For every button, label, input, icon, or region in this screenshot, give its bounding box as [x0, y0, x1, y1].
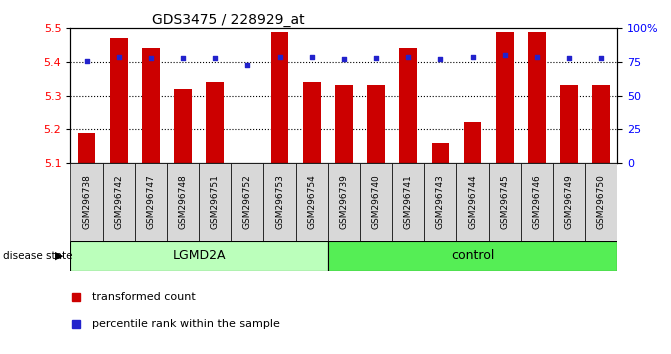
Point	[146, 55, 156, 61]
Text: GSM296754: GSM296754	[307, 175, 316, 229]
Bar	[199, 163, 231, 241]
Text: GSM296738: GSM296738	[82, 174, 91, 229]
Text: control: control	[451, 249, 495, 262]
Text: GSM296748: GSM296748	[178, 175, 188, 229]
Bar	[335, 85, 353, 163]
Bar	[103, 163, 135, 241]
Text: ▶: ▶	[55, 251, 64, 261]
Bar	[560, 85, 578, 163]
Point	[531, 54, 542, 59]
Bar	[528, 32, 546, 163]
Bar	[167, 163, 199, 241]
Bar	[264, 163, 296, 241]
Bar	[585, 163, 617, 241]
Point	[403, 54, 413, 59]
Bar	[78, 132, 95, 163]
Text: GSM296747: GSM296747	[146, 175, 156, 229]
Bar	[174, 89, 192, 163]
Bar	[456, 163, 488, 241]
Point	[210, 55, 221, 61]
Text: GSM296753: GSM296753	[275, 174, 284, 229]
Bar	[360, 163, 392, 241]
Bar	[496, 32, 513, 163]
Text: GSM296749: GSM296749	[564, 175, 574, 229]
Bar	[231, 163, 264, 241]
Bar	[392, 163, 424, 241]
Point	[113, 54, 124, 59]
Point	[564, 55, 574, 61]
Point	[242, 62, 253, 68]
Bar	[431, 143, 450, 163]
Point	[274, 54, 285, 59]
Bar	[328, 241, 617, 271]
Bar	[424, 163, 456, 241]
Text: GSM296744: GSM296744	[468, 175, 477, 229]
Bar	[488, 163, 521, 241]
Bar	[464, 122, 481, 163]
Point	[178, 55, 189, 61]
Bar	[296, 163, 328, 241]
Point	[435, 56, 446, 62]
Bar	[328, 163, 360, 241]
Text: GDS3475 / 228929_at: GDS3475 / 228929_at	[152, 13, 305, 27]
Text: GSM296740: GSM296740	[372, 175, 380, 229]
Bar	[270, 32, 289, 163]
Text: percentile rank within the sample: percentile rank within the sample	[93, 319, 280, 329]
Point	[81, 58, 92, 63]
Bar	[521, 163, 553, 241]
Point	[338, 56, 349, 62]
Bar	[592, 85, 610, 163]
Bar	[367, 85, 385, 163]
Text: GSM296751: GSM296751	[211, 174, 219, 229]
Bar	[399, 48, 417, 163]
Text: GSM296739: GSM296739	[340, 174, 348, 229]
Point	[307, 54, 317, 59]
Bar	[142, 48, 160, 163]
Bar	[303, 82, 321, 163]
Bar	[553, 163, 585, 241]
Point	[370, 55, 381, 61]
Text: disease state: disease state	[3, 251, 73, 261]
Text: GSM296742: GSM296742	[114, 175, 123, 229]
Point	[467, 54, 478, 59]
Text: GSM296741: GSM296741	[404, 175, 413, 229]
Text: GSM296743: GSM296743	[436, 175, 445, 229]
Bar	[70, 163, 103, 241]
Text: GSM296752: GSM296752	[243, 175, 252, 229]
Text: LGMD2A: LGMD2A	[172, 249, 226, 262]
Text: transformed count: transformed count	[93, 292, 196, 302]
Text: GSM296750: GSM296750	[597, 174, 606, 229]
Bar	[207, 82, 224, 163]
Text: GSM296746: GSM296746	[532, 175, 541, 229]
Bar	[135, 163, 167, 241]
Point	[499, 52, 510, 58]
Point	[596, 55, 607, 61]
Bar	[70, 241, 328, 271]
Text: GSM296745: GSM296745	[500, 175, 509, 229]
Bar	[110, 39, 127, 163]
